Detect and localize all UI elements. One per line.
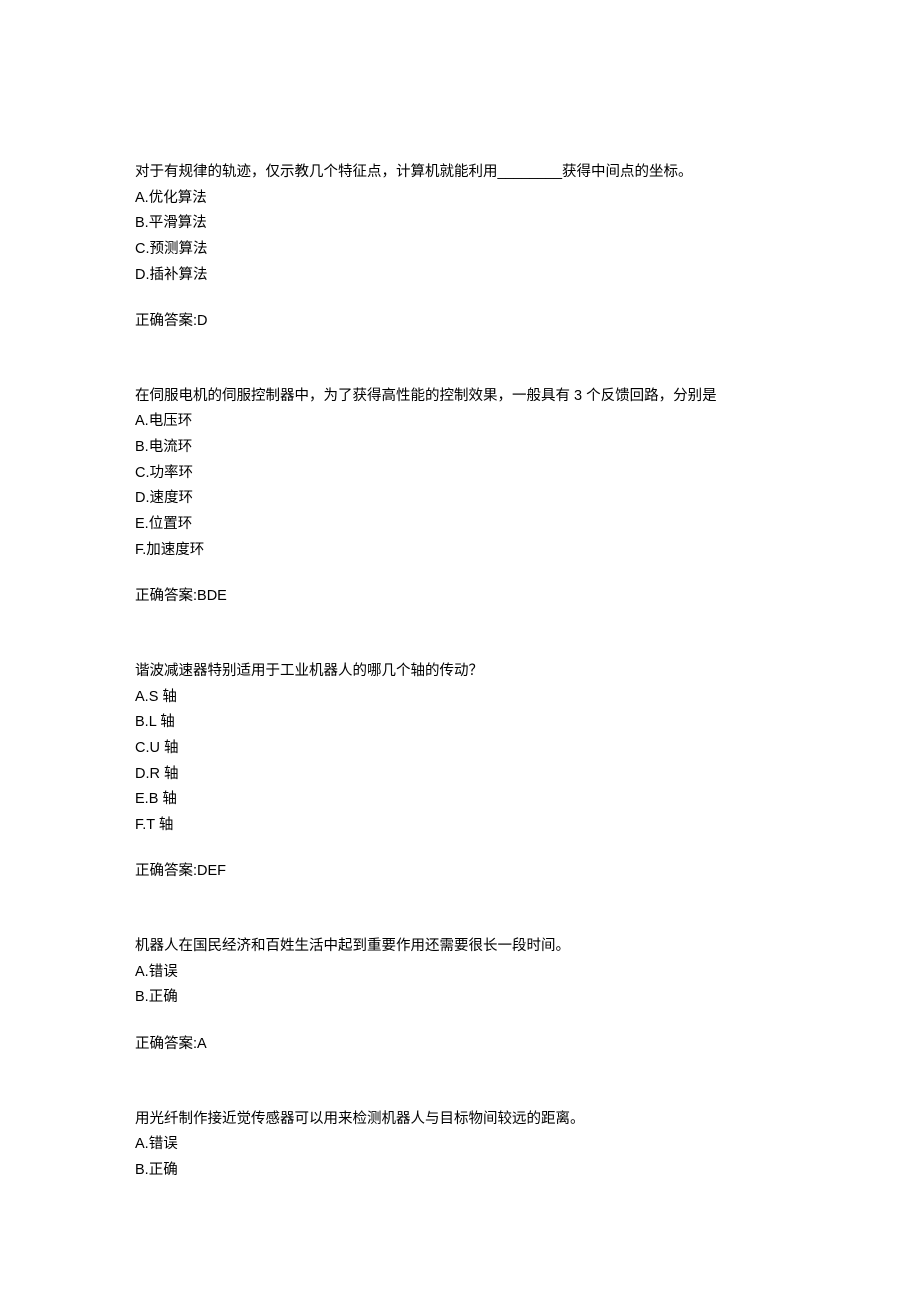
question-stem: 用光纤制作接近觉传感器可以用来检测机器人与目标物间较远的距离。 bbox=[135, 1107, 785, 1132]
question-option: D.R 轴 bbox=[135, 762, 785, 787]
question-block: 在伺服电机的伺服控制器中，为了获得高性能的控制效果，一般具有 3 个反馈回路，分… bbox=[135, 384, 785, 609]
question-option: B.电流环 bbox=[135, 435, 785, 460]
question-answer: 正确答案:BDE bbox=[135, 584, 785, 609]
question-stem: 对于有规律的轨迹，仅示教几个特征点，计算机就能利用________获得中间点的坐… bbox=[135, 160, 785, 185]
question-answer: 正确答案:A bbox=[135, 1032, 785, 1057]
question-option: A.优化算法 bbox=[135, 186, 785, 211]
question-option: F.加速度环 bbox=[135, 538, 785, 563]
question-option: E.位置环 bbox=[135, 512, 785, 537]
question-option: C.功率环 bbox=[135, 461, 785, 486]
question-stem: 在伺服电机的伺服控制器中，为了获得高性能的控制效果，一般具有 3 个反馈回路，分… bbox=[135, 384, 785, 409]
question-block: 机器人在国民经济和百姓生活中起到重要作用还需要很长一段时间。A.错误B.正确正确… bbox=[135, 934, 785, 1057]
question-option: C.U 轴 bbox=[135, 736, 785, 761]
question-stem: 机器人在国民经济和百姓生活中起到重要作用还需要很长一段时间。 bbox=[135, 934, 785, 959]
question-answer: 正确答案:DEF bbox=[135, 859, 785, 884]
question-option: F.T 轴 bbox=[135, 813, 785, 838]
question-option: D.速度环 bbox=[135, 486, 785, 511]
question-option: D.插补算法 bbox=[135, 263, 785, 288]
question-block: 对于有规律的轨迹，仅示教几个特征点，计算机就能利用________获得中间点的坐… bbox=[135, 160, 785, 334]
question-option: B.L 轴 bbox=[135, 710, 785, 735]
question-block: 谐波减速器特别适用于工业机器人的哪几个轴的传动？A.S 轴B.L 轴C.U 轴D… bbox=[135, 659, 785, 884]
question-option: A.错误 bbox=[135, 960, 785, 985]
question-option: B.平滑算法 bbox=[135, 211, 785, 236]
question-option: A.错误 bbox=[135, 1132, 785, 1157]
question-option: B.正确 bbox=[135, 985, 785, 1010]
question-stem: 谐波减速器特别适用于工业机器人的哪几个轴的传动？ bbox=[135, 659, 785, 684]
question-option: A.电压环 bbox=[135, 409, 785, 434]
question-option: B.正确 bbox=[135, 1158, 785, 1183]
question-option: E.B 轴 bbox=[135, 787, 785, 812]
question-option: A.S 轴 bbox=[135, 685, 785, 710]
question-answer: 正确答案:D bbox=[135, 309, 785, 334]
question-option: C.预测算法 bbox=[135, 237, 785, 262]
question-block: 用光纤制作接近觉传感器可以用来检测机器人与目标物间较远的距离。A.错误B.正确 bbox=[135, 1107, 785, 1183]
